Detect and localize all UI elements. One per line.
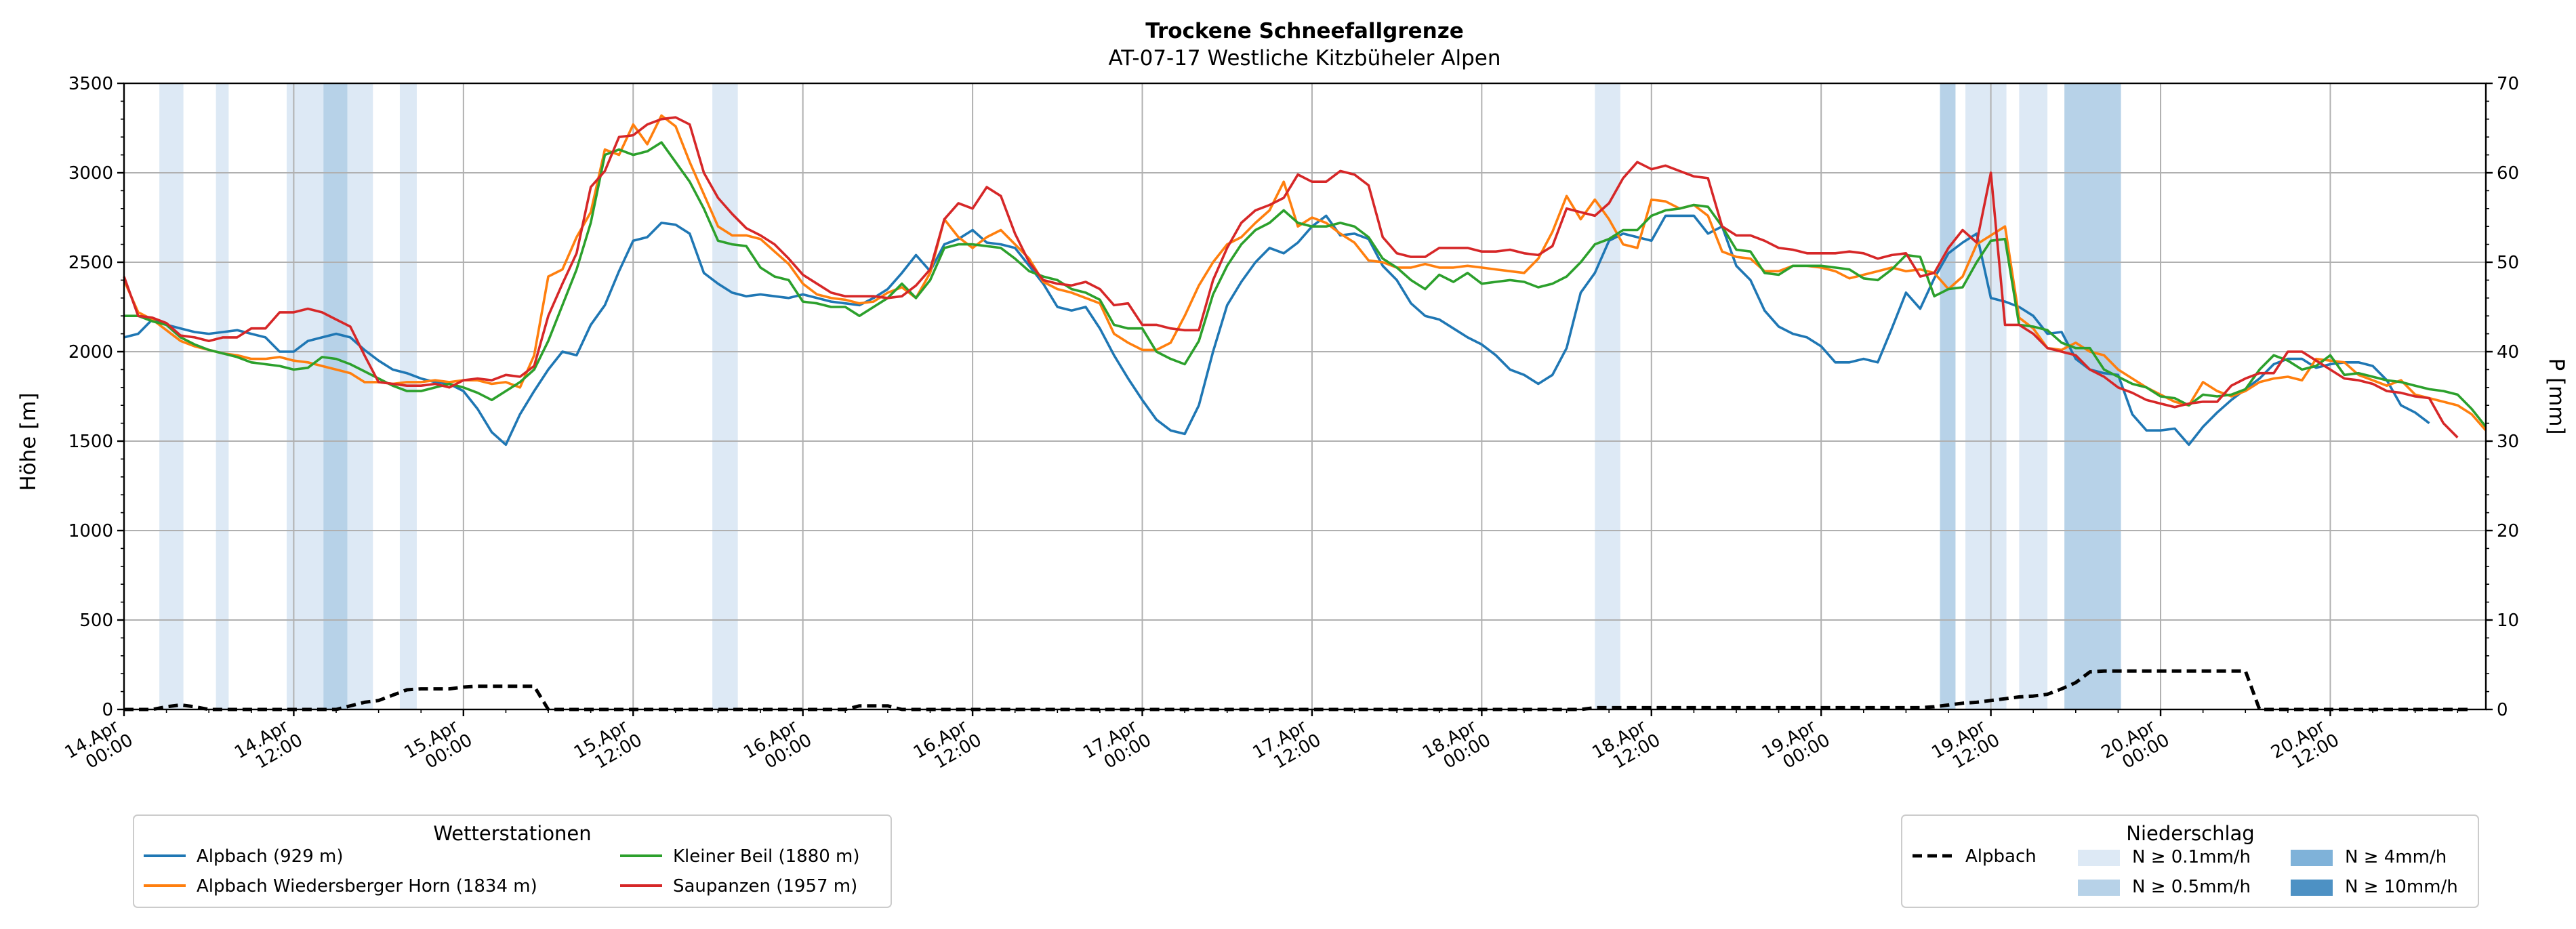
ytick-right-label-7: 70	[2497, 74, 2519, 94]
precip-band-4	[347, 83, 373, 709]
xtick-label-6: 17.Apr00:00	[1080, 714, 1155, 779]
xtick-label-3: 15.Apr12:00	[571, 714, 646, 779]
ytick-right-label-2: 20	[2497, 521, 2519, 541]
legend-label-3: Saupanzen (1957 m)	[673, 876, 857, 896]
precip-band-5	[399, 83, 417, 709]
y-axis-label-right: P [mm]	[2544, 358, 2569, 434]
xtick-label-11: 19.Apr12:00	[1928, 714, 2003, 779]
precip-band-3	[323, 83, 348, 709]
legend-precip-swatch-1	[2078, 880, 2120, 896]
legend-precip: Niederschlag Alpbach N ≥ 0.1mm/h N ≥ 0.5mm…	[1901, 814, 2479, 908]
legend-label-2: Kleiner Beil (1880 m)	[673, 846, 860, 867]
series-lines	[123, 114, 2487, 711]
legend-precip-swatch-2	[2291, 850, 2333, 866]
precip-band-6	[712, 83, 738, 709]
series-line-4	[124, 669, 2472, 711]
ytick-left-label-2: 1000	[68, 521, 113, 541]
plot-frame	[123, 82, 2487, 711]
axes: 0 500 1000 1500 2000 2500 3000 3500 0 10 20 30 40 50 6…	[62, 74, 2519, 779]
legend-precip-line-label: Alpbach	[1965, 846, 2037, 867]
legend-stations-frame	[133, 814, 892, 908]
xtick-label-5: 16.Apr12:00	[910, 714, 985, 779]
ytick-left-label-6: 3000	[68, 163, 113, 184]
legend-label-1: Alpbach Wiedersberger Horn (1834 m)	[197, 876, 537, 896]
xtick-label-1: 14.Apr12:00	[231, 714, 306, 779]
ytick-right-label-5: 50	[2497, 253, 2519, 273]
legend-label-0: Alpbach (929 m)	[197, 846, 344, 867]
legend-precip-swatch-3	[2291, 880, 2333, 896]
ytick-right-label-3: 30	[2497, 432, 2519, 452]
ytick-left-label-3: 1500	[68, 432, 113, 452]
ytick-left-label-5: 2500	[68, 253, 113, 273]
series-line-2	[124, 141, 2487, 428]
legend-precip-swatch-0	[2078, 850, 2120, 866]
xtick-label-12: 20.Apr00:00	[2098, 714, 2173, 779]
precip-band-8	[1940, 83, 1956, 709]
ytick-right-label-4: 40	[2497, 342, 2519, 363]
series-line-3	[123, 116, 2459, 438]
legend-precip-label-1: N ≥ 0.5mm/h	[2132, 877, 2251, 897]
precip-bands	[159, 83, 2121, 709]
ytick-left-label-0: 0	[102, 700, 113, 720]
ytick-left-label-1: 500	[79, 611, 113, 631]
precip-band-0	[159, 83, 184, 709]
precip-band-2	[286, 83, 324, 709]
xtick-label-0: 14.Apr00:00	[62, 714, 137, 779]
chart-title: Trockene Schneefallgrenze	[1145, 19, 1464, 43]
legend-precip-label-3: N ≥ 10mm/h	[2345, 877, 2458, 897]
xtick-label-10: 19.Apr00:00	[1759, 714, 1834, 779]
xtick-label-9: 18.Apr12:00	[1589, 714, 1664, 779]
xtick-label-8: 18.Apr00:00	[1419, 714, 1494, 779]
legend-precip-title: Niederschlag	[2126, 822, 2254, 845]
ytick-right-label-6: 60	[2497, 163, 2519, 184]
xtick-label-4: 16.Apr00:00	[740, 714, 815, 779]
legend-precip-label-0: N ≥ 0.1mm/h	[2132, 847, 2251, 867]
legend-precip-label-2: N ≥ 4mm/h	[2345, 847, 2447, 867]
ytick-right-label-0: 0	[2497, 700, 2508, 720]
precip-band-7	[1595, 83, 1620, 709]
legend-precip-frame	[1901, 814, 2479, 908]
precip-band-11	[2019, 83, 2048, 709]
precip-band-1	[216, 83, 229, 709]
ytick-left-label-7: 3500	[68, 74, 113, 94]
y-axis-label-left: Höhe [m]	[16, 392, 41, 491]
ytick-right-label-1: 10	[2497, 611, 2519, 631]
precip-band-12	[2064, 83, 2121, 709]
legend-stations-title: Wetterstationen	[433, 822, 591, 845]
ytick-left-label-4: 2000	[68, 342, 113, 363]
precip-band-9	[1965, 83, 1990, 709]
chart-subtitle: AT-07-17 Westliche Kitzbüheler Alpen	[1109, 46, 1501, 70]
legend-stations: Wetterstationen Alpbach (929 m) Alpbach W…	[133, 814, 892, 908]
xtick-label-7: 17.Apr12:00	[1250, 714, 1325, 779]
xtick-label-2: 15.Apr00:00	[401, 714, 476, 779]
xtick-label-13: 20.Apr12:00	[2268, 714, 2343, 779]
